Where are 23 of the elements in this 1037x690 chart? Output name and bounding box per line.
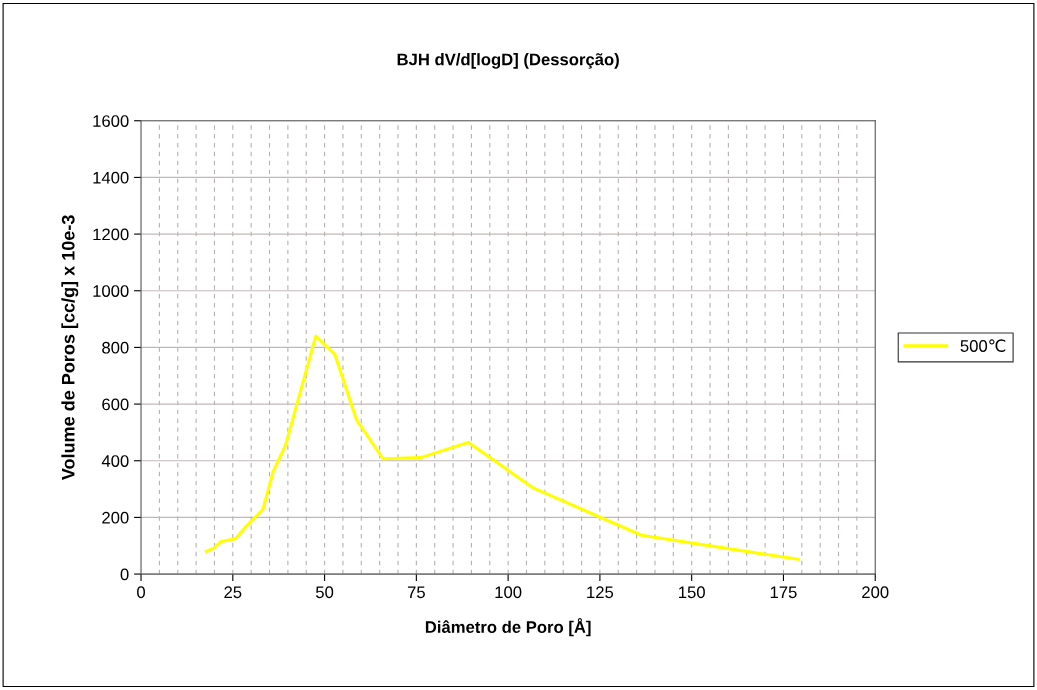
x-axis-title: Diâmetro de Poro [Å] <box>425 618 591 637</box>
y-tick-label: 1000 <box>93 285 129 297</box>
y-tick-label: 400 <box>101 455 129 467</box>
x-tick-label: 100 <box>495 586 522 599</box>
x-tick-label: 0 <box>137 586 146 599</box>
y-axis-title: Volume de Poros [cc/g] x 10e-3 <box>61 215 79 481</box>
x-tick-label: 150 <box>679 586 705 599</box>
chart-title: BJH dV/d[logD] (Dessorção) <box>397 53 619 69</box>
x-tick-label: 50 <box>315 586 334 599</box>
x-tick-label: 125 <box>587 586 614 599</box>
x-tick-label: 25 <box>224 586 242 599</box>
y-tick-label: 1600 <box>93 115 129 127</box>
x-tick-label: 75 <box>407 586 425 599</box>
y-tick-label: 0 <box>120 568 129 581</box>
x-tick-label: 200 <box>862 586 889 599</box>
y-tick-label: 1200 <box>93 228 129 241</box>
y-tick-label: 600 <box>102 398 129 411</box>
line-series <box>204 334 800 561</box>
legend-label: 500℃ <box>960 339 1006 352</box>
x-tick-label: 175 <box>770 586 797 599</box>
y-tick-label: 1400 <box>93 171 129 184</box>
y-tick-label: 200 <box>102 511 129 524</box>
y-tick-label: 800 <box>102 341 129 354</box>
